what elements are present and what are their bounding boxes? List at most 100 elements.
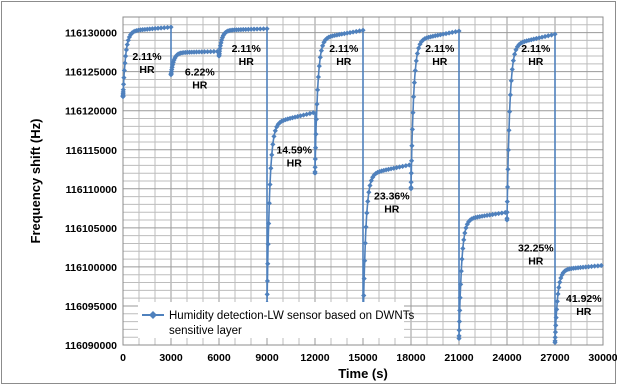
hr-annotation-line: 32.25% [518, 242, 554, 254]
series-marker [254, 26, 260, 32]
legend-label-line2: sensitive layer [169, 325, 242, 337]
series-marker [314, 101, 320, 107]
series-marker [248, 26, 254, 32]
series-marker [367, 182, 373, 189]
data-series [120, 24, 604, 346]
hr-annotation-line: 6.22% [185, 67, 215, 79]
series-marker [216, 48, 223, 54]
series-marker [446, 30, 452, 36]
series-marker [269, 152, 275, 158]
series-marker [219, 37, 225, 43]
series-marker [528, 37, 534, 43]
series-marker [322, 37, 329, 43]
series-marker [313, 131, 319, 137]
series-marker [456, 327, 462, 333]
x-tick-label: 30000 [588, 352, 617, 364]
series-marker [456, 333, 462, 339]
series-marker [552, 334, 558, 341]
hr-annotation-line: HR [336, 56, 352, 68]
series-marker [516, 42, 522, 48]
series-marker [364, 210, 370, 216]
y-axis-title: Frequency shift (Hz) [28, 119, 43, 244]
hr-annotation: 23.36% HR [374, 191, 410, 216]
series-marker [334, 32, 340, 38]
series-marker [585, 264, 592, 270]
series-marker [366, 189, 372, 195]
x-tick-label: 24000 [492, 352, 521, 364]
series-marker [152, 25, 158, 32]
series-marker [435, 32, 441, 38]
y-tick-label: 116110000 [66, 184, 118, 196]
series-marker [376, 168, 383, 175]
series-marker [267, 181, 273, 188]
series-marker [406, 162, 412, 168]
y-tick-label: 116130000 [65, 28, 117, 40]
series-marker [542, 33, 548, 40]
y-tick-label: 116090000 [65, 340, 117, 352]
series-marker [347, 29, 353, 36]
series-marker [312, 169, 318, 175]
series-marker [452, 29, 459, 35]
hr-annotation-line: 2.11% [329, 43, 359, 55]
series-marker [201, 49, 208, 55]
series-marker [312, 156, 318, 162]
series-marker [457, 307, 463, 314]
series-marker [508, 78, 514, 84]
series-marker [362, 240, 368, 246]
series-marker [257, 26, 263, 32]
series-marker [504, 184, 511, 190]
hr-annotation-line: HR [528, 56, 544, 68]
series-marker [204, 49, 211, 55]
x-axis-ticks: 0 3000 6000 9000 12000 15000 18000 21000 24000 27… [120, 352, 617, 364]
series-marker [417, 41, 423, 47]
series-marker [158, 25, 164, 31]
series-marker [552, 338, 558, 344]
series-marker [120, 87, 126, 93]
series-marker [440, 31, 446, 37]
series-marker [318, 48, 324, 54]
series-marker [312, 164, 318, 170]
series-marker [598, 262, 604, 269]
series-marker [526, 37, 532, 43]
series-marker [514, 44, 521, 50]
series-marker [316, 63, 322, 69]
series-marker [496, 210, 502, 217]
hr-annotation-line: HR [139, 64, 155, 76]
series-marker [251, 26, 257, 32]
series-marker [310, 110, 316, 116]
series-marker [552, 31, 558, 37]
x-tick-label: 6000 [207, 352, 231, 364]
series-marker [539, 34, 545, 40]
series-marker [458, 268, 464, 274]
series-marker [124, 41, 130, 48]
hr-annotation-line: 2.11% [232, 43, 262, 55]
series-marker [409, 126, 415, 132]
hr-annotation-line: 14.59% [276, 145, 312, 157]
series-marker [264, 291, 270, 297]
series-marker [164, 24, 171, 31]
series-marker [557, 279, 563, 285]
series-marker [123, 53, 129, 59]
series-marker [509, 66, 515, 72]
series-marker [430, 33, 436, 39]
series-marker [155, 25, 161, 31]
plot-area-border [122, 16, 604, 346]
hr-annotation: 41.92% HR [566, 293, 602, 318]
series-marker [410, 110, 416, 116]
series-marker [459, 256, 465, 262]
series-marker [484, 212, 490, 218]
series-marker [168, 24, 174, 30]
series-marker [265, 261, 271, 267]
series-marker [383, 167, 389, 173]
series-marker [520, 39, 526, 45]
hr-annotation-line: 2.11% [425, 43, 455, 55]
series-marker [264, 26, 270, 32]
series-marker [360, 27, 366, 33]
series-marker [505, 147, 511, 153]
series-marker [363, 224, 369, 230]
series-marker [336, 31, 342, 38]
series-marker [264, 278, 271, 284]
hr-annotation-line: HR [576, 306, 592, 318]
hr-annotation-line: HR [192, 80, 208, 92]
